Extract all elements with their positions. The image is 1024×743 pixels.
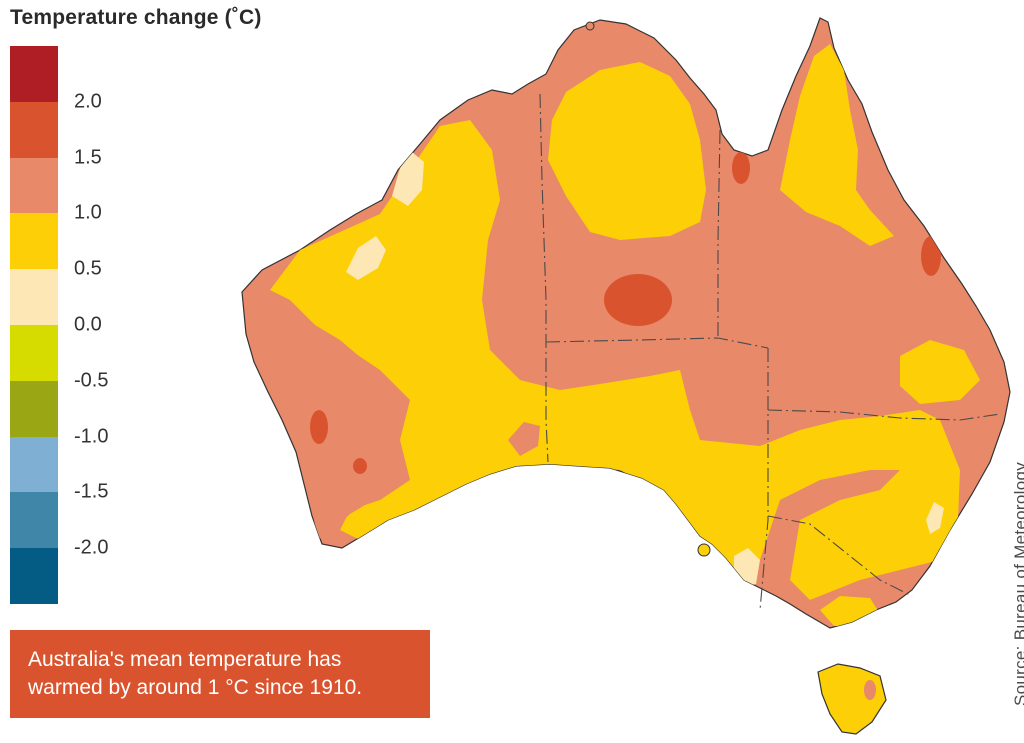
- zone-hot-wa-1: [310, 410, 328, 444]
- legend-tick-label: 2.0: [74, 90, 102, 113]
- zone-yellow-cape-york: [780, 44, 894, 246]
- zone-yellow-top-end: [548, 62, 706, 240]
- border-nt-sa: [545, 337, 769, 349]
- callout-line-2: warmed by around 1 °C since 1910.: [28, 675, 363, 699]
- border-sa-qld-nsw: [759, 348, 769, 611]
- zone-pale-kimberley: [392, 152, 424, 206]
- tasmania: [817, 663, 887, 735]
- zone-orange-sa-patch: [508, 422, 540, 456]
- zone-pale-pilbara: [346, 236, 386, 280]
- legend-swatch: [10, 269, 58, 325]
- legend-tick-label: -2.0: [74, 536, 109, 559]
- legend-swatch: [10, 380, 58, 437]
- legend-tick-label: 0.5: [74, 257, 102, 280]
- zone-hot-gulf: [732, 152, 750, 184]
- legend-tick-label: 1.0: [74, 201, 102, 224]
- island-nt: [585, 21, 595, 31]
- legend-swatch: [10, 436, 58, 493]
- state-borders: [539, 93, 1001, 611]
- legend-swatch: [10, 46, 58, 102]
- zone-orange-tas: [864, 680, 876, 700]
- zone-hot-qld-coast: [921, 236, 941, 276]
- legend-swatch: [10, 548, 58, 604]
- border-nt-qld: [717, 129, 721, 338]
- border-wa: [539, 93, 549, 463]
- legend-title: Temperature change (˚C): [10, 6, 262, 29]
- zone-yellow-nsw: [850, 490, 952, 566]
- legend-swatch: [10, 101, 58, 158]
- legend-swatch: [10, 213, 58, 270]
- zone-hot-wa-2: [353, 458, 367, 474]
- zone-yellow-west-central: [270, 120, 960, 600]
- border-nsw-vic: [767, 515, 913, 597]
- zone-yellow-qld-east: [900, 340, 980, 404]
- legend-tick-label: -1.0: [74, 425, 109, 448]
- legend-color-scale: [10, 46, 58, 604]
- border-qld-nsw: [767, 409, 1001, 421]
- legend-tick-label: -0.5: [74, 369, 109, 392]
- zone-hot-central: [604, 274, 672, 326]
- legend-tick-label: -1.5: [74, 480, 109, 503]
- legend-swatch: [10, 157, 58, 214]
- legend-swatch: [10, 324, 58, 381]
- summary-callout: Australia's mean temperature has warmed …: [10, 630, 430, 718]
- callout-line-1: Australia's mean temperature has: [28, 648, 342, 671]
- legend-tick-label: 0.0: [74, 313, 102, 336]
- source-credit: Source: Bureau of Meteorology: [1011, 461, 1024, 706]
- island-kangaroo: [697, 543, 711, 557]
- zone-pale-nsw-coast: [926, 502, 944, 534]
- legend-swatch: [10, 492, 58, 549]
- legend-tick-label: 1.5: [74, 146, 102, 169]
